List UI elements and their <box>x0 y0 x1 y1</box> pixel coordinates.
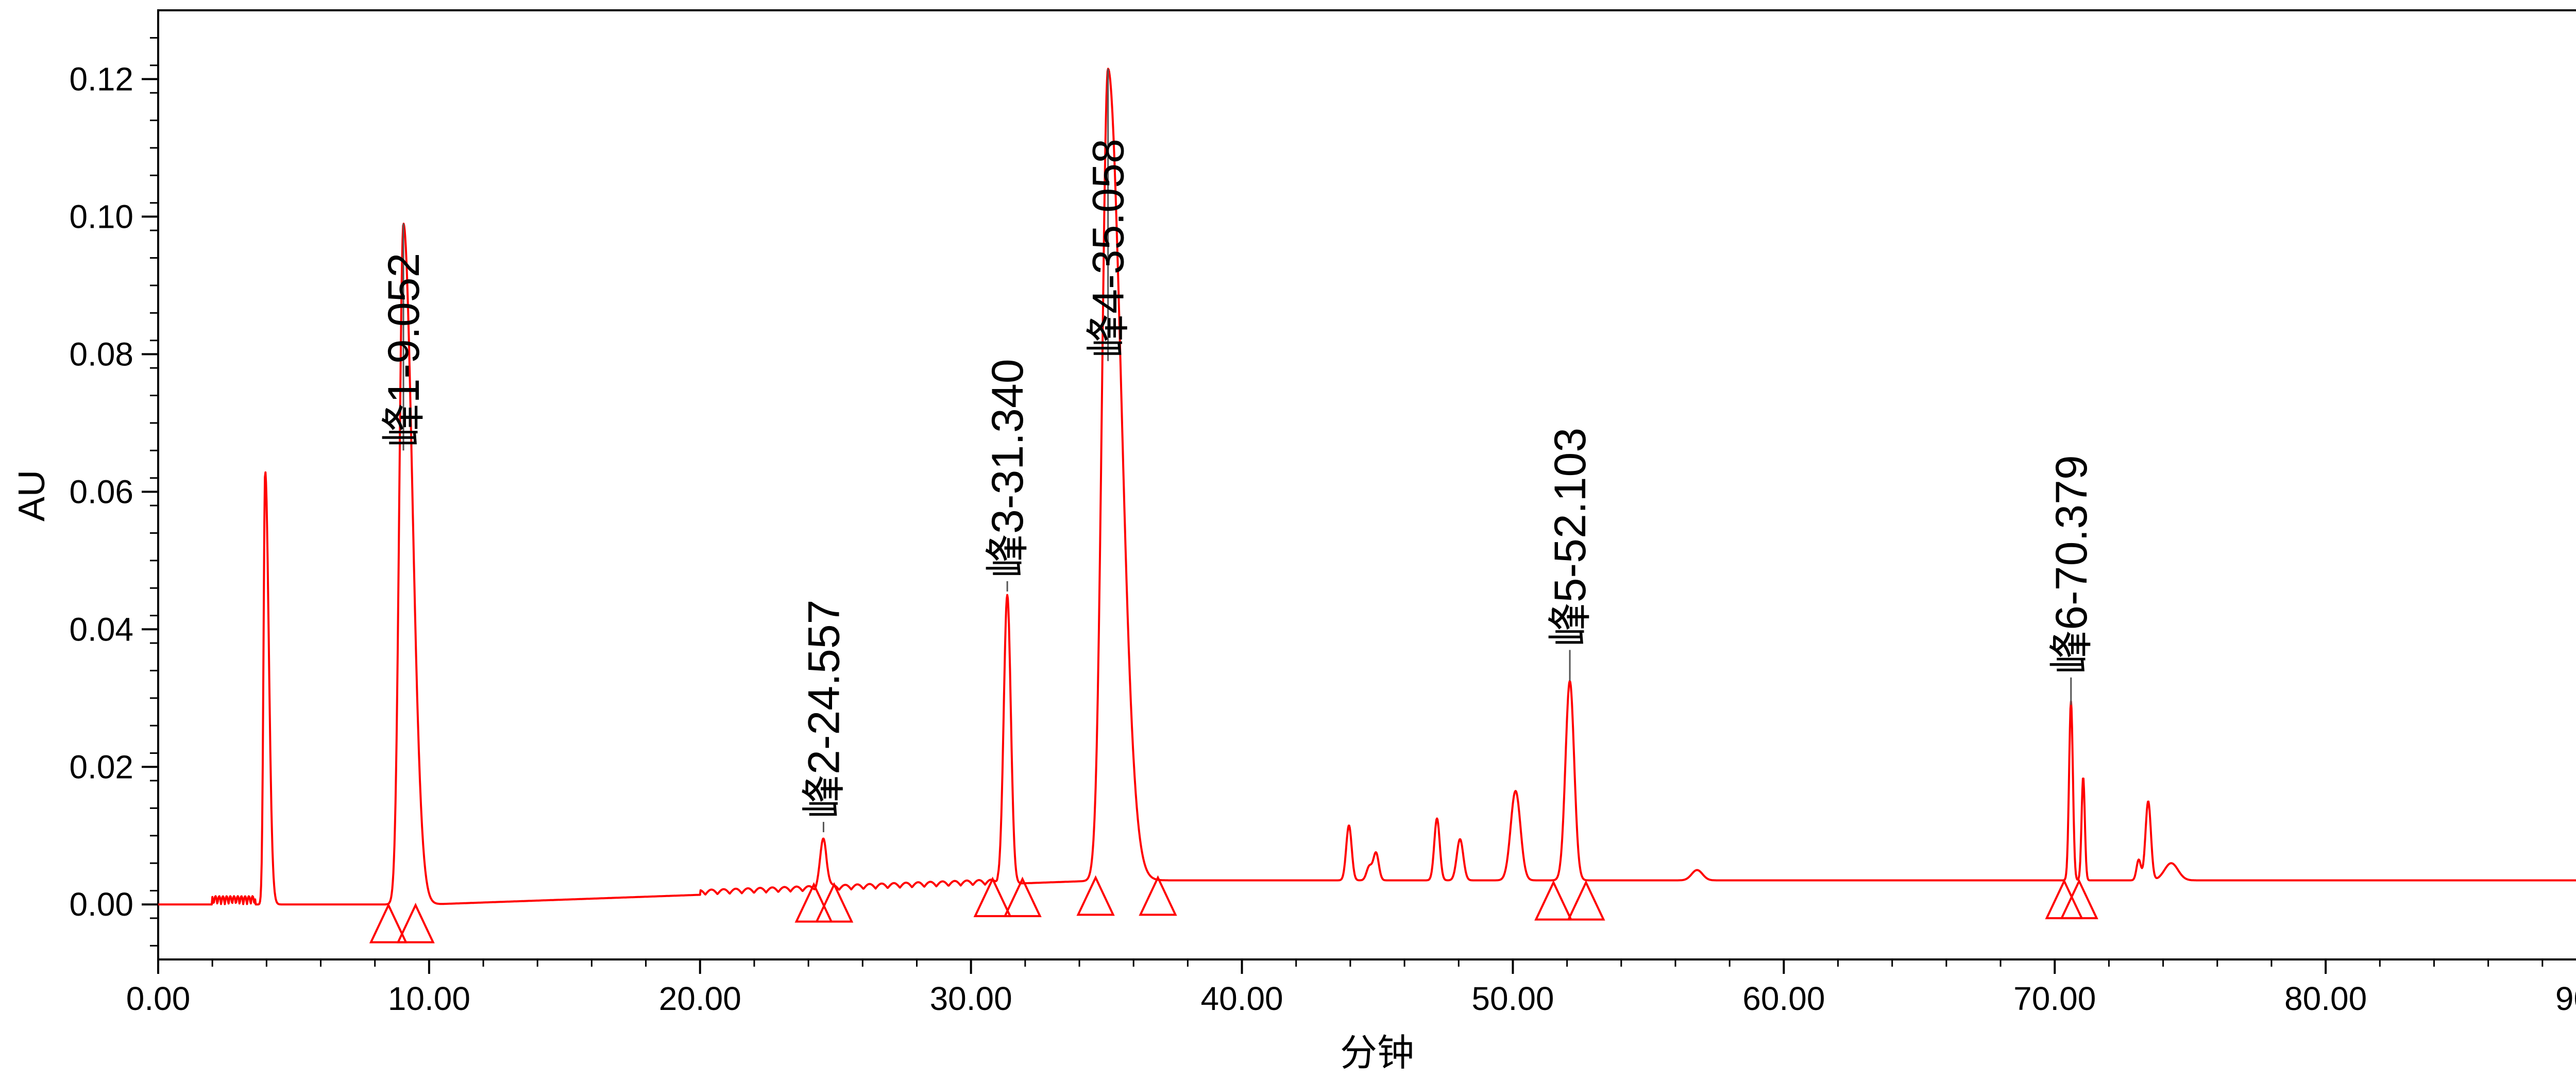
chromatogram-trace <box>158 68 2576 906</box>
y-tick-label: 0.04 <box>69 611 133 648</box>
integration-marker <box>794 882 833 923</box>
x-tick-label: 70.00 <box>2013 980 2096 1017</box>
plot-frame <box>157 9 2576 960</box>
integration-marker <box>1534 880 1573 921</box>
integration-marker <box>396 902 435 943</box>
x-axis-title: 分钟 <box>1340 1033 1414 1074</box>
y-tick-label: 0.10 <box>69 198 133 235</box>
y-tick-label: 0.06 <box>69 473 133 510</box>
x-tick-label: 90.00 <box>2555 980 2576 1017</box>
y-axis-ticks: 0.00 0.02 0.04 0.06 0.08 0.10 0.12 <box>69 60 158 923</box>
x-tick-label: 0.00 <box>126 980 191 1017</box>
y-minor-ticks <box>150 37 158 947</box>
x-tick-label: 30.00 <box>930 980 1012 1017</box>
peak-label: 峰2-24.557 <box>799 599 849 819</box>
y-tick-label: 0.12 <box>69 60 133 97</box>
integration-marker <box>1003 876 1042 917</box>
integration-marker <box>1076 875 1115 916</box>
integration-marker <box>369 902 408 943</box>
y-tick-label: 0.08 <box>69 335 133 373</box>
x-tick-label: 20.00 <box>659 980 741 1017</box>
x-tick-label: 10.00 <box>388 980 470 1017</box>
y-tick-label: 0.00 <box>69 886 133 923</box>
y-tick-label: 0.02 <box>69 748 133 785</box>
peak-label: 峰6-70.379 <box>2047 455 2096 675</box>
integration-marker <box>815 882 854 923</box>
x-tick-label: 60.00 <box>1742 980 1825 1017</box>
y-axis-title: AU <box>11 470 53 521</box>
integration-marker <box>2060 879 2098 919</box>
peak-label: 峰1-9.052 <box>379 253 429 448</box>
x-tick-label: 80.00 <box>2284 980 2367 1017</box>
x-minor-ticks <box>211 959 2544 967</box>
integration-marker <box>1139 875 1177 916</box>
integration-marker <box>973 876 1012 917</box>
x-tick-label: 40.00 <box>1200 980 1283 1017</box>
peak-label: 峰3-31.340 <box>983 359 1032 578</box>
integration-markers <box>369 875 2098 943</box>
peak-label: 峰4-35.058 <box>1084 139 1133 358</box>
x-tick-label: 50.00 <box>1471 980 1554 1017</box>
peak-labels: 峰1-9.052 峰2-24.557 峰3-31.340 峰4-35.058 峰5-52… <box>379 69 2096 833</box>
x-axis-ticks: 0.00 10.00 20.00 30.00 40.00 50.00 60.00 70.00 8… <box>126 959 2576 1017</box>
peak-label: 峰5-52.103 <box>1546 428 1595 647</box>
integration-marker <box>1567 880 1605 921</box>
